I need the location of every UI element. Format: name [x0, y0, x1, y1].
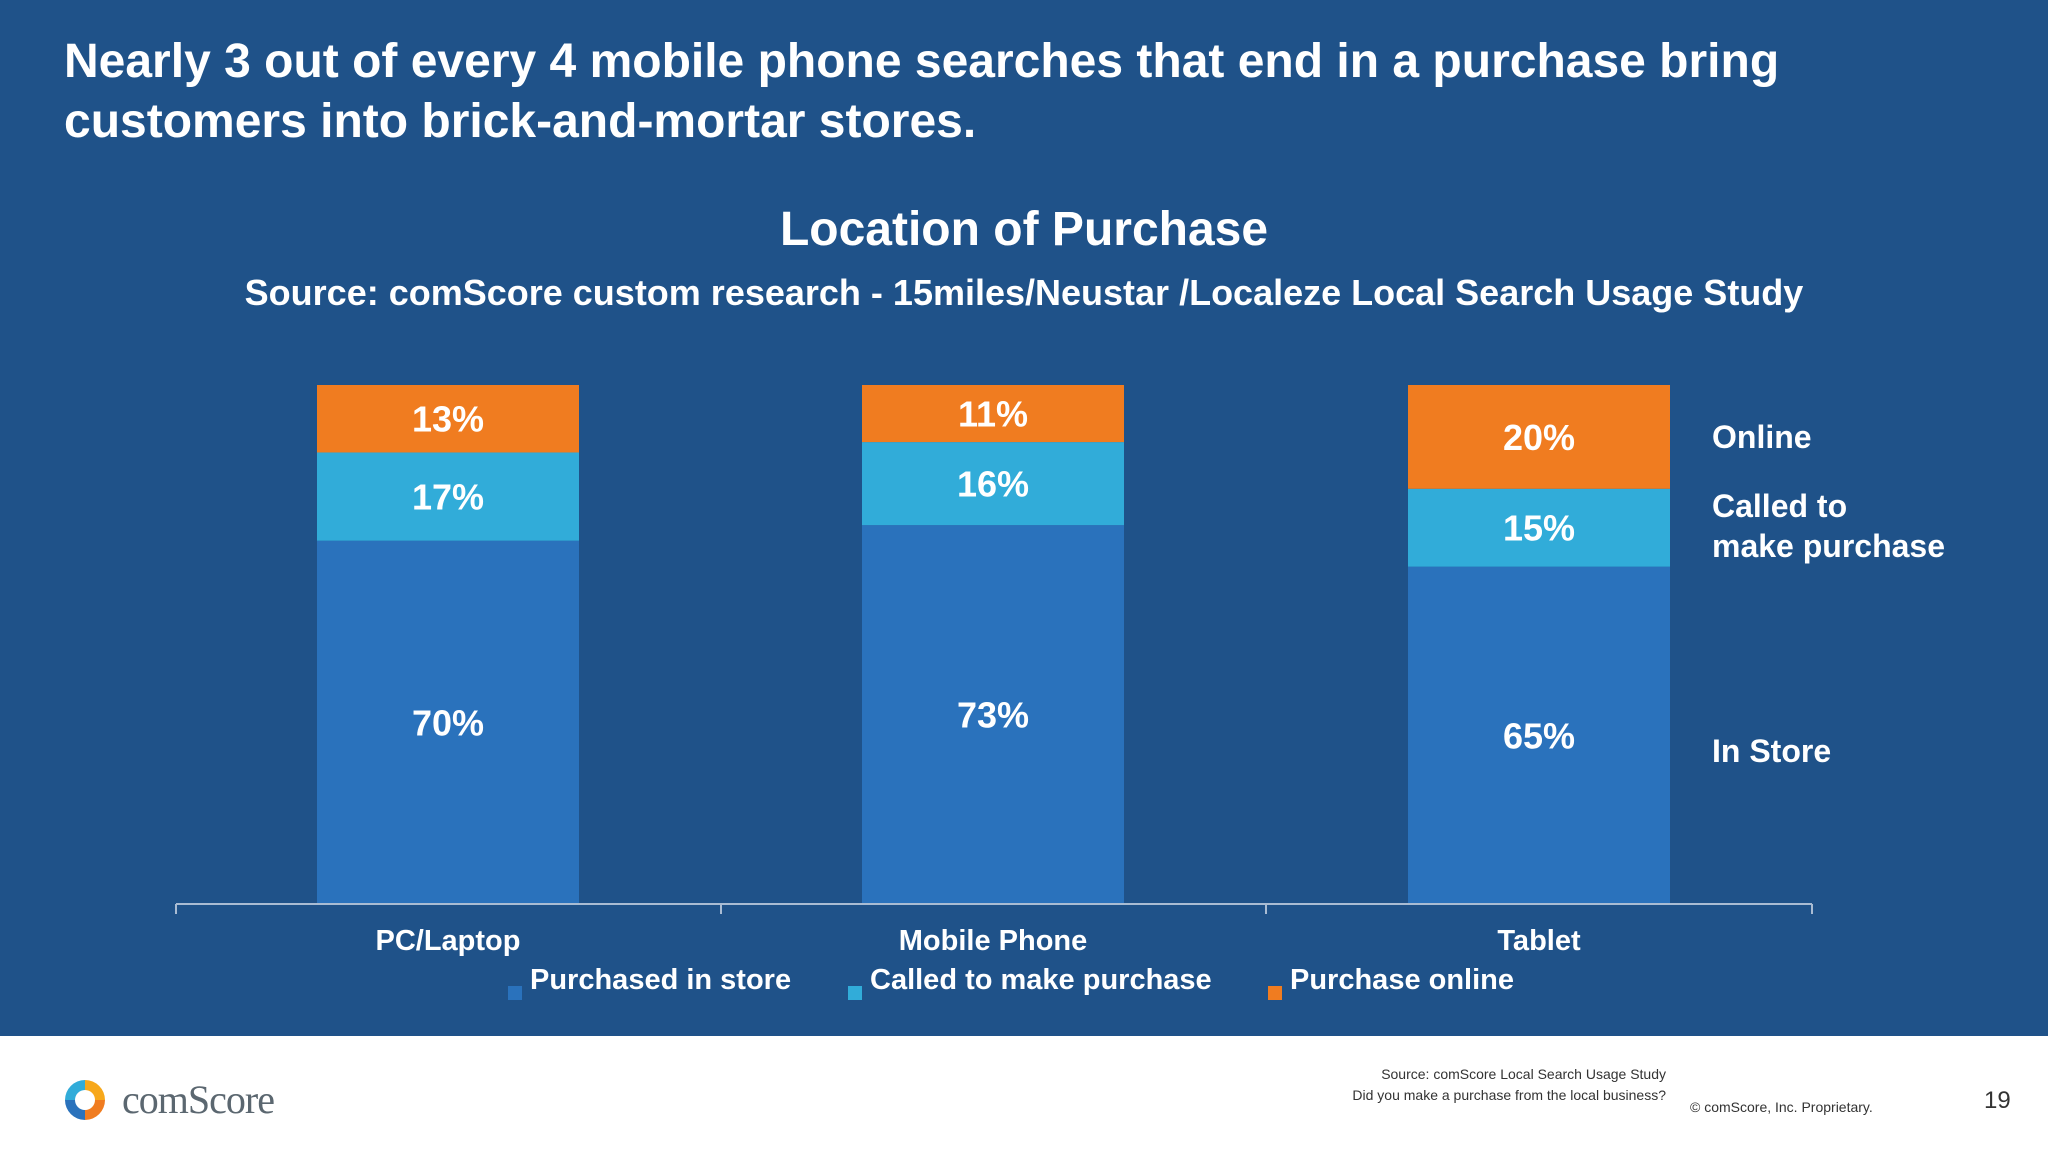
data-label-tablet-in-store: 65%	[1503, 715, 1575, 756]
category-label-tablet: Tablet	[1497, 925, 1581, 957]
bar-mobile-phone-in-store	[862, 525, 1124, 904]
category-label-mobile-phone: Mobile Phone	[899, 925, 1088, 957]
chart-title: Location of Purchase	[779, 203, 1269, 256]
comscore-logo-text: comScore	[122, 1077, 275, 1122]
bar-tablet-in-store	[1408, 566, 1670, 904]
bar-tablet-online	[1408, 385, 1670, 489]
data-label-mobile-phone-online: 11%	[958, 394, 1028, 435]
bar-pc-laptop-online	[317, 385, 579, 453]
legend-label: Purchased in store	[530, 964, 792, 996]
data-label-pc-laptop-in-store: 70%	[412, 702, 484, 743]
side-label-in-store: In Store	[1712, 733, 1832, 769]
legend-label: Purchase online	[1290, 964, 1515, 996]
chart-subtitle: Source: comScore custom research - 15mil…	[244, 272, 1804, 313]
comscore-logo-icon	[65, 1080, 105, 1120]
side-label-called: Called to make purchase	[1712, 488, 1946, 564]
data-label-mobile-phone-called: 16%	[957, 464, 1029, 505]
data-label-mobile-phone-in-store: 73%	[957, 695, 1029, 736]
chart-legend: Purchased in store Called to make purcha…	[0, 958, 2048, 1002]
category-label-pc-laptop: PC/Laptop	[376, 925, 521, 957]
legend-label: Called to make purchase	[870, 964, 1212, 996]
bar-pc-laptop-called	[317, 452, 579, 541]
bar-tablet-called	[1408, 488, 1670, 567]
footer-source: Source: comScore Local Search Usage Stud…	[1352, 1064, 1666, 1106]
bar-mobile-phone-called	[862, 442, 1124, 526]
data-label-tablet-online: 20%	[1503, 417, 1575, 458]
footer-source-line1: Source: comScore Local Search Usage Stud…	[1381, 1066, 1666, 1082]
data-label-pc-laptop-online: 13%	[412, 399, 484, 440]
page-number: 19	[1984, 1087, 2011, 1114]
legend-swatch-called	[848, 986, 862, 1000]
data-label-pc-laptop-called: 17%	[412, 477, 484, 518]
legend-swatch-online	[1268, 986, 1282, 1000]
bar-mobile-phone-online	[862, 385, 1124, 443]
stacked-bar-chart: 70% 17% 13% PC/Laptop 73% 16% 11% Mobile Phone 6…	[175, 385, 1813, 957]
legend-swatch-in-store	[508, 986, 522, 1000]
comscore-logo: comScore	[62, 1076, 422, 1124]
side-label-online: Online	[1712, 419, 1812, 455]
slide-headline: Nearly 3 out of every 4 mobile phone sea…	[64, 35, 1780, 148]
footer-source-line2: Did you make a purchase from the local b…	[1352, 1087, 1666, 1103]
footer-copyright: © comScore, Inc. Proprietary.	[1690, 1099, 1873, 1115]
bar-pc-laptop-in-store	[317, 540, 579, 904]
data-label-tablet-called: 15%	[1503, 508, 1575, 549]
